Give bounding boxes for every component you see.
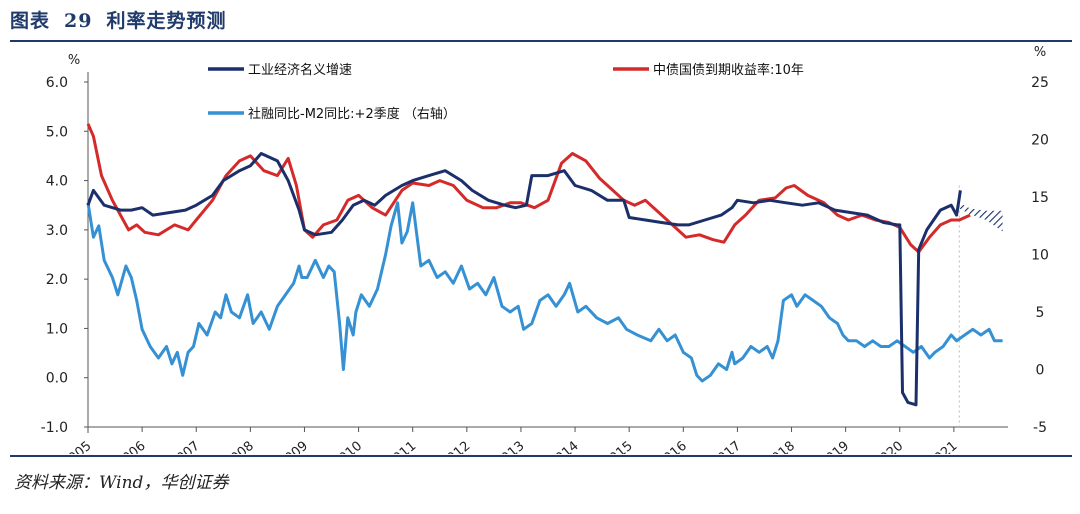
right-axis-tick: 10: [1031, 248, 1049, 264]
x-axis-tick: 2021: [925, 439, 960, 454]
right-axis-tick: 25: [1031, 75, 1049, 91]
rate-forecast-chart: %6.05.04.03.02.01.00.0-1.0 %2520151050-5…: [41, 45, 1049, 454]
left-axis: %6.0 5.0 4.0 3.0 2.0 1.0 0.0 -1.0: [41, 53, 89, 436]
right-axis: % 25 20 15 10 5 0 -5: [1031, 45, 1049, 436]
right-axis-tick: 20: [1031, 133, 1049, 149]
figure-number: 29: [64, 10, 93, 32]
left-axis-tick: 6.0: [46, 75, 68, 91]
x-axis-tick: 2018: [763, 439, 798, 454]
legend-item-credit: 社融同比-M2同比:+2季度 （右轴）: [208, 106, 456, 122]
left-axis-tick: -1.0: [41, 420, 68, 436]
x-axis: 2005 2006 2007 2008 2009 2010 2011 2012 2013 2014…: [60, 426, 1008, 454]
forecast-band: [959, 202, 1003, 232]
left-axis-tick: 3.0: [46, 223, 68, 239]
x-axis-tick: 2008: [222, 439, 257, 454]
x-axis-tick: 2014: [547, 439, 582, 454]
x-axis-tick: 2010: [330, 439, 365, 454]
figure-label: 图表: [10, 10, 51, 32]
left-axis-tick: 1.0: [46, 321, 68, 337]
x-axis-tick: 2005: [60, 439, 95, 454]
figure-title: 图表 29 利率走势预测: [10, 6, 226, 33]
left-axis-tick: 4.0: [46, 174, 68, 190]
x-axis-tick: 2009: [276, 439, 311, 454]
legend-label: 社融同比-M2同比:+2季度 （右轴）: [248, 106, 456, 122]
right-axis-tick: 0: [1036, 363, 1045, 379]
x-axis-tick: 2016: [655, 439, 690, 454]
x-axis-tick: 2019: [817, 439, 852, 454]
source-note: 资料来源：Wind，华创证券: [14, 473, 229, 493]
legend-item-yield: 中债国债到期收益率:10年: [613, 62, 804, 78]
source-rule: [10, 455, 1072, 457]
x-axis-tick: 2007: [168, 439, 203, 454]
x-axis-tick: 2012: [438, 439, 473, 454]
x-axis-tick: 2020: [871, 439, 906, 454]
series-layer: [86, 123, 1003, 427]
x-axis-tick: 2017: [709, 439, 744, 454]
left-axis-tick: 0.0: [46, 371, 68, 387]
gdp-series-line: [86, 152, 962, 407]
title-rule: [10, 40, 1072, 42]
right-axis-tick: -5: [1033, 420, 1047, 436]
left-axis-tick: 5.0: [46, 124, 68, 140]
legend-label: 工业经济名义增速: [248, 62, 352, 78]
x-axis-tick: 2013: [493, 439, 528, 454]
left-axis-unit: %: [68, 53, 80, 68]
figure-title-text: 利率走势预测: [106, 10, 227, 32]
left-axis-tick: 2.0: [46, 272, 68, 288]
right-axis-tick: 15: [1031, 190, 1049, 206]
right-axis-unit: %: [1034, 45, 1046, 60]
x-axis-tick: 2006: [114, 439, 149, 454]
credit-series-line: [86, 201, 1003, 383]
right-axis-tick: 5: [1036, 305, 1045, 321]
x-axis-tick: 2011: [384, 439, 419, 454]
legend-label: 中债国债到期收益率:10年: [653, 62, 804, 78]
legend-item-gdp: 工业经济名义增速: [208, 62, 352, 78]
